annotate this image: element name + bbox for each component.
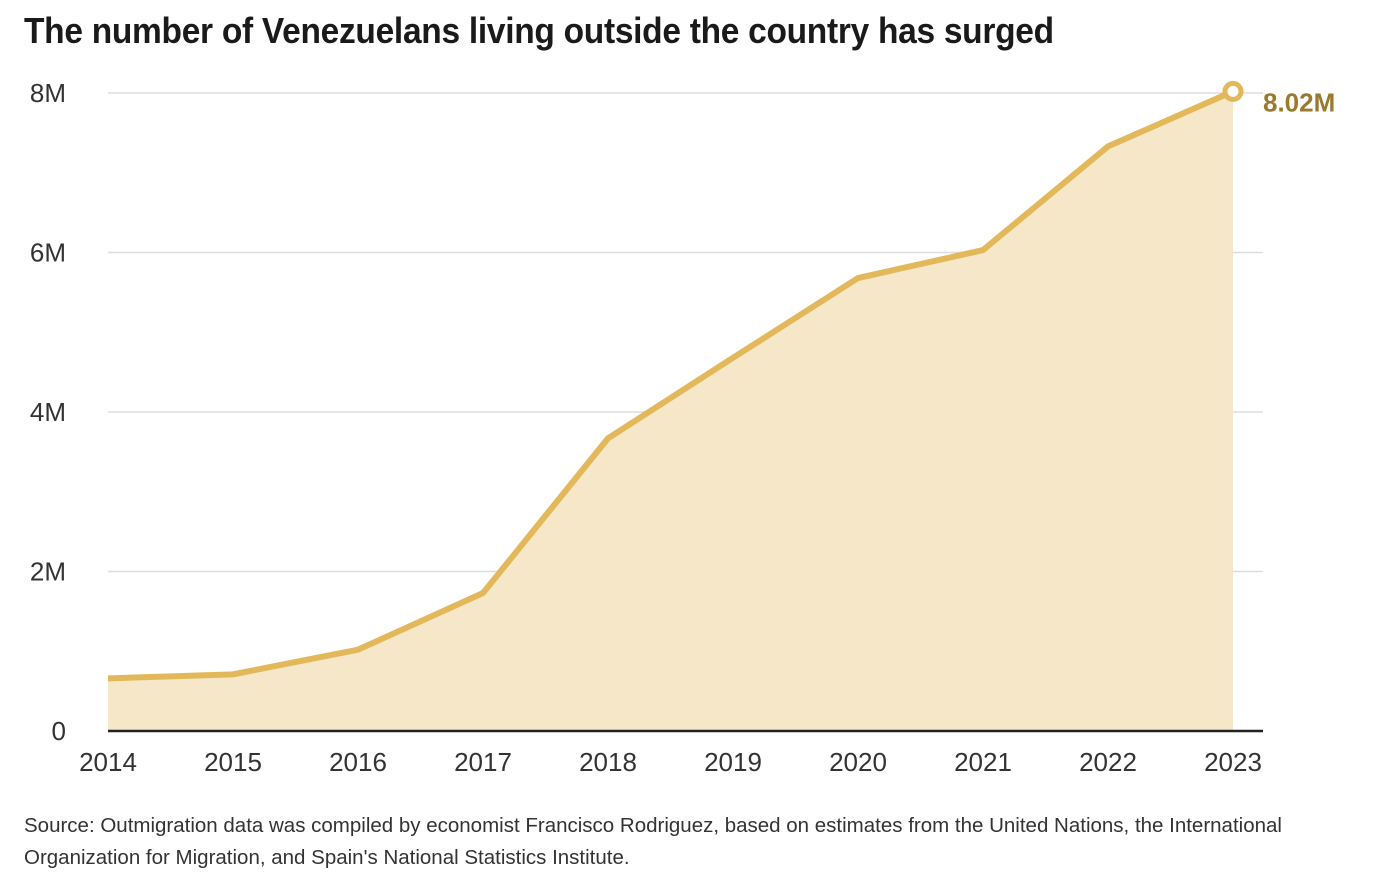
series-line (107, 88, 1235, 682)
x-axis-ticks: 2014 2015 2016 2017 2018 2019 2020 2021 2022 2023 (79, 747, 1262, 777)
y-tick-label: 2M (30, 557, 66, 587)
y-tick-label: 4M (30, 397, 66, 427)
x-tick-label: 2023 (1204, 747, 1262, 777)
y-tick-label: 8M (30, 78, 66, 108)
y-tick-label: 6M (30, 238, 66, 268)
x-tick-label: 2019 (704, 747, 762, 777)
x-tick-label: 2017 (454, 747, 512, 777)
chart-title: The number of Venezuelans living outside… (24, 10, 1054, 51)
x-tick-label: 2022 (1079, 747, 1137, 777)
end-value-label: 8.02M (1263, 87, 1335, 117)
source-note: Source: Outmigration data was compiled b… (24, 814, 1282, 869)
y-axis-ticks: 0 2M 4M 6M 8M (30, 78, 66, 746)
end-point-marker (1222, 80, 1244, 102)
y-tick-label: 0 (52, 716, 66, 746)
x-tick-label: 2021 (954, 747, 1012, 777)
x-tick-label: 2015 (204, 747, 262, 777)
x-tick-label: 2018 (579, 747, 637, 777)
area-fill (108, 91, 1233, 731)
x-tick-label: 2014 (79, 747, 137, 777)
x-tick-label: 2016 (329, 747, 387, 777)
x-tick-label: 2020 (829, 747, 887, 777)
